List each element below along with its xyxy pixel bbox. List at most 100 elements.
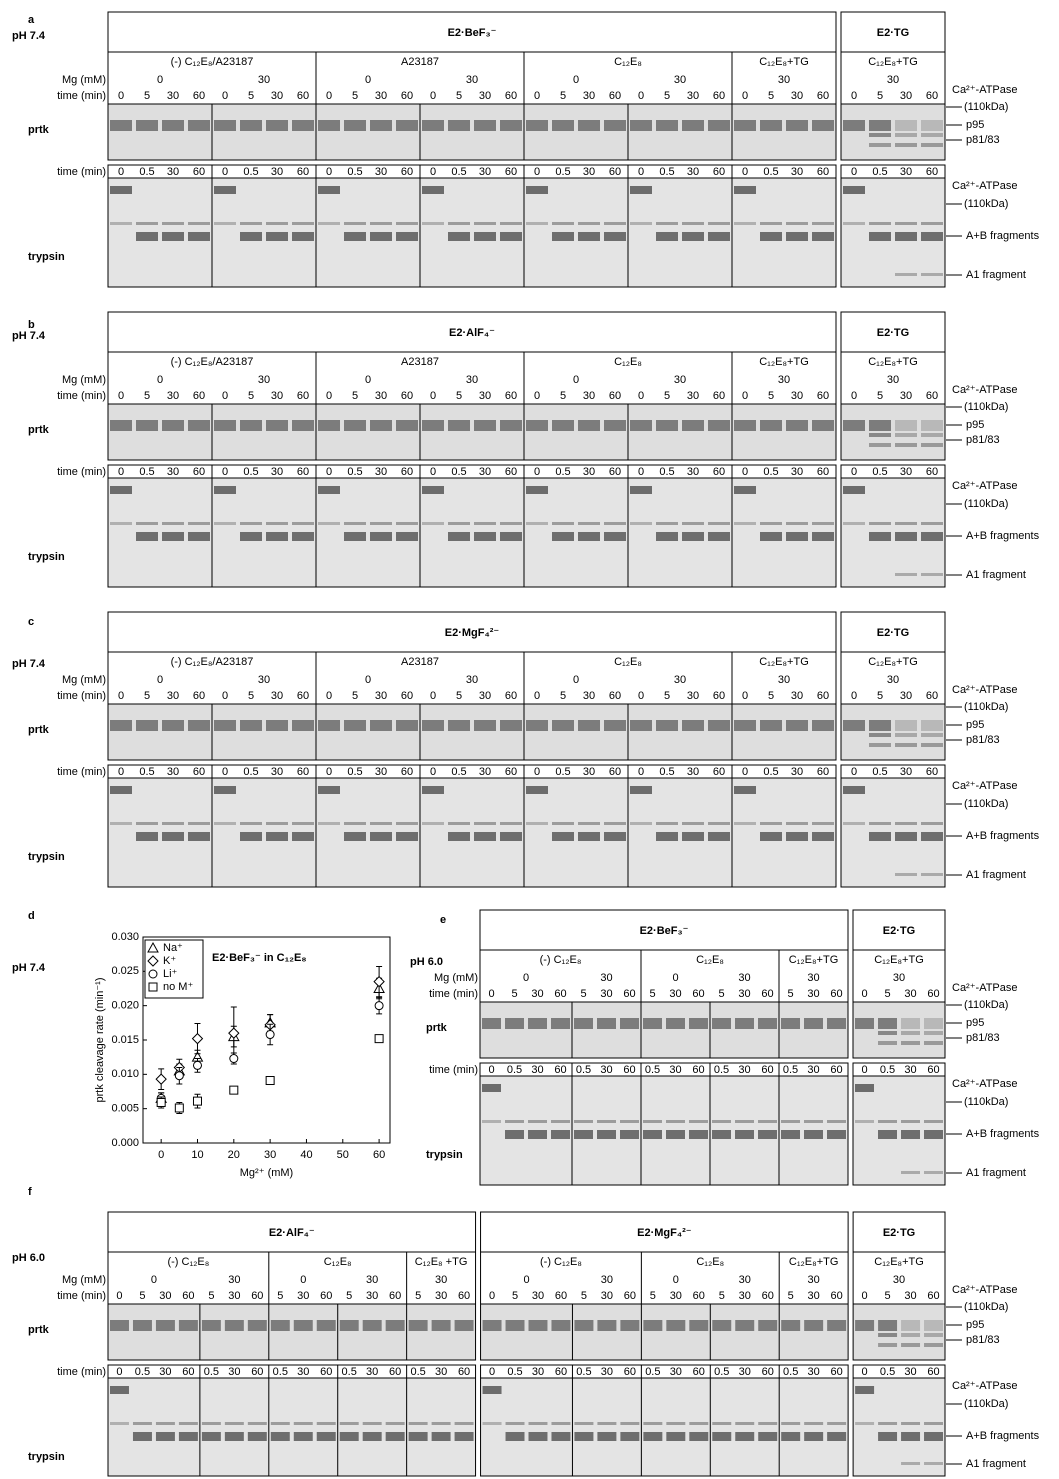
band (396, 120, 418, 131)
band (396, 720, 418, 731)
lane-time: 5 (415, 1290, 421, 1302)
lane-time: 60 (505, 390, 517, 402)
lane-time: 0 (534, 390, 540, 402)
condition-label: C₁₂E₈ (696, 954, 724, 966)
band (895, 832, 917, 841)
band (188, 822, 210, 825)
band (505, 1018, 524, 1029)
band (827, 1320, 847, 1331)
band (132, 1320, 152, 1331)
lane-time: 0.5 (555, 166, 570, 178)
band (474, 120, 496, 131)
point (229, 1054, 239, 1064)
band (604, 522, 626, 525)
lane-time: 30 (583, 690, 595, 702)
band (682, 822, 704, 825)
condition-label: A23187 (401, 656, 439, 668)
lane-time: 0 (851, 466, 857, 478)
time-label: time (min) (57, 1290, 106, 1302)
band (552, 720, 574, 731)
band (422, 822, 444, 825)
lane-time: 30 (904, 1290, 916, 1302)
lane-time: 5 (144, 90, 150, 102)
condition-label: C₁₂E₈+TG (759, 656, 809, 668)
band (266, 232, 288, 241)
band (292, 832, 314, 841)
time-label: time (min) (57, 166, 106, 178)
band (689, 1422, 709, 1425)
lane-time: 0 (222, 766, 228, 778)
band (921, 433, 943, 437)
band (786, 720, 808, 731)
band (712, 1018, 731, 1029)
lane-time: 0 (638, 166, 644, 178)
band (431, 1320, 451, 1331)
lane-time: 60 (713, 690, 725, 702)
panel-letter: e (440, 914, 446, 926)
lane-time: 60 (458, 1290, 470, 1302)
band (396, 222, 418, 225)
y-tick-label: 0.010 (111, 1068, 139, 1080)
gel-bg (853, 1304, 945, 1360)
lane-time: 60 (505, 766, 517, 778)
lane-time: 30 (900, 766, 912, 778)
band (344, 532, 366, 541)
band (812, 522, 834, 525)
band (682, 532, 704, 541)
band (448, 822, 470, 825)
marker-label: p81/83 (966, 1334, 1000, 1346)
band (422, 420, 444, 431)
lane-time: 60 (609, 690, 621, 702)
lane-time: 5 (277, 1290, 283, 1302)
band (500, 822, 522, 825)
lane-time: 0 (222, 166, 228, 178)
marker-label: Ca²⁺-ATPase (952, 684, 1018, 696)
lane-time: 0.5 (410, 1366, 425, 1378)
prtk-label: prtk (426, 1022, 448, 1034)
lane-time: 30 (808, 1366, 820, 1378)
gel-box (852, 1364, 946, 1477)
lane-time: 60 (817, 166, 829, 178)
lane-time: 0 (742, 90, 748, 102)
lane-time: 30 (687, 166, 699, 178)
marker-label: Ca²⁺-ATPase (952, 1284, 1018, 1296)
lane-time: 0 (851, 390, 857, 402)
band (370, 222, 392, 225)
lane-time: 0 (862, 1290, 868, 1302)
lane-time: 0 (742, 166, 748, 178)
band (812, 720, 834, 731)
marker-label: A1 fragment (966, 1167, 1026, 1179)
band (682, 720, 704, 731)
band (431, 1422, 451, 1425)
mg-label: Mg (mM) (62, 674, 106, 686)
header-box (107, 311, 837, 461)
band (869, 143, 891, 147)
band (924, 1120, 943, 1123)
band (552, 232, 574, 241)
lane-time: 60 (693, 1366, 705, 1378)
band (551, 1432, 571, 1441)
header-box (840, 611, 946, 761)
lane-time: 60 (926, 766, 938, 778)
band (656, 522, 678, 525)
mg-value: 30 (739, 1274, 751, 1286)
lane-time: 0 (534, 690, 540, 702)
condition-label: (-) C₁₂E₈ (540, 1256, 582, 1268)
band (155, 1422, 175, 1425)
band (924, 1320, 943, 1331)
lane-time: 0.5 (347, 166, 362, 178)
band (656, 822, 678, 825)
mg-value: 30 (258, 74, 270, 86)
lane-time: 0 (638, 466, 644, 478)
point (192, 1060, 202, 1070)
band (578, 832, 600, 841)
band (474, 822, 496, 825)
lane-time: 30 (366, 1366, 378, 1378)
gel-box (107, 764, 837, 888)
band (240, 420, 262, 431)
band (620, 1432, 640, 1441)
lane-time: 0 (638, 90, 644, 102)
band (735, 1422, 755, 1425)
lane-time: 0.5 (872, 766, 887, 778)
lane-time: 30 (583, 466, 595, 478)
